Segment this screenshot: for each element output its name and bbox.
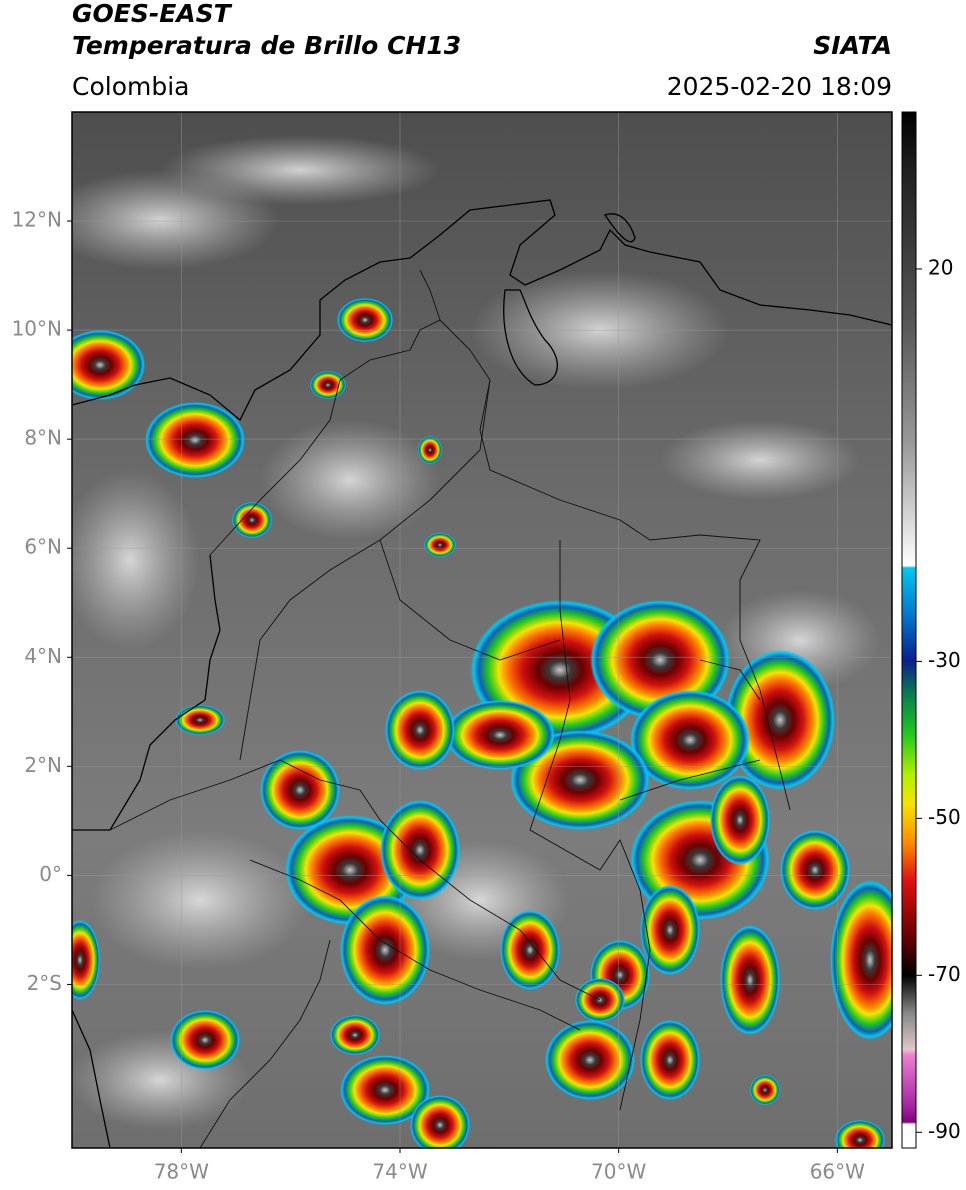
- colorbar-tick-label: 20: [928, 255, 953, 279]
- lon-tick-label: 66°W: [810, 1160, 865, 1184]
- lat-tick-label: 6°N: [24, 535, 62, 559]
- colorbar-tick-label: -50: [928, 805, 961, 829]
- lon-tick-label: 74°W: [372, 1160, 427, 1184]
- colorbar-tick-label: -70: [928, 962, 961, 986]
- colorbar: [901, 111, 917, 1149]
- colorbar-ticks: 20 -30 -50 -70 -90: [916, 255, 961, 1143]
- lat-tick-label: 2°N: [24, 753, 62, 777]
- title: GOES-EAST: [72, 0, 233, 28]
- lat-tick-label: 4°N: [24, 644, 62, 668]
- colorbar-tick-label: -30: [928, 648, 961, 672]
- region: Colombia: [72, 72, 189, 101]
- source: SIATA: [813, 31, 892, 60]
- borders: [109, 269, 791, 1148]
- map-frame: [71, 111, 893, 1149]
- map-image: [72, 112, 892, 1148]
- lat-tick-label: 12°N: [12, 208, 62, 232]
- colorbar-tick-label: -90: [928, 1119, 961, 1143]
- lat-tick-label: 8°N: [24, 426, 62, 450]
- lat-tick-label: 10°N: [12, 317, 62, 341]
- lat-tick-label: 0°: [39, 862, 62, 886]
- subtitle: Temperatura de Brillo CH13: [72, 31, 461, 60]
- axis-ticks: 12°N 10°N 8°N 6°N 4°N 2°N 0° 2°S 78°W 74°W 70°W 66°…: [12, 208, 866, 1184]
- coastlines: [72, 199, 892, 1148]
- lon-tick-label: 78°W: [154, 1160, 209, 1184]
- lon-tick-label: 70°W: [591, 1160, 646, 1184]
- datetime: 2025-02-20 18:09: [667, 72, 892, 101]
- lat-tick-label: 2°S: [27, 971, 62, 995]
